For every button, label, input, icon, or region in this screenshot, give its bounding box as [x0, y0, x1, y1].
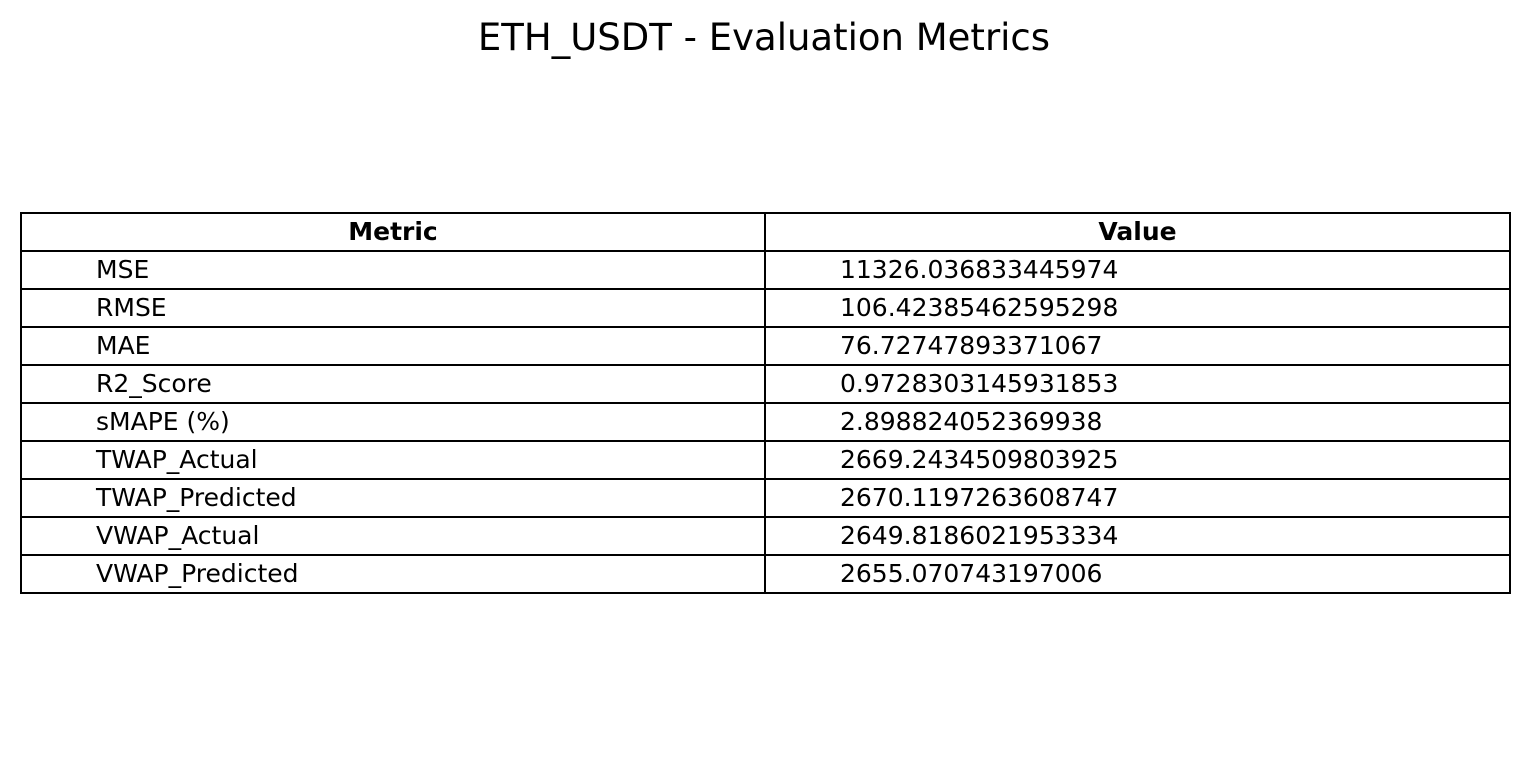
metric-name-cell: R2_Score [20, 364, 766, 404]
metric-value-cell: 76.72747893371067 [764, 326, 1511, 366]
metric-value-cell: 2655.070743197006 [764, 554, 1511, 594]
table-header-row: Metric Value [20, 212, 1511, 252]
metric-value-cell: 2.898824052369938 [764, 402, 1511, 442]
table-row: MSE 11326.036833445974 [20, 250, 1511, 290]
table-row: R2_Score 0.9728303145931853 [20, 364, 1511, 404]
metric-name-cell: MAE [20, 326, 766, 366]
metric-name-cell: TWAP_Predicted [20, 478, 766, 518]
table-row: VWAP_Actual 2649.8186021953334 [20, 516, 1511, 556]
table-row: RMSE 106.42385462595298 [20, 288, 1511, 328]
metric-value-cell: 2670.1197263608747 [764, 478, 1511, 518]
metric-value-cell: 2669.2434509803925 [764, 440, 1511, 480]
metric-name-cell: TWAP_Actual [20, 440, 766, 480]
table-row: VWAP_Predicted 2655.070743197006 [20, 554, 1511, 594]
metrics-table: Metric Value MSE 11326.036833445974 RMSE… [20, 212, 1511, 594]
metric-name-cell: MSE [20, 250, 766, 290]
table-row: sMAPE (%) 2.898824052369938 [20, 402, 1511, 442]
metric-name-cell: sMAPE (%) [20, 402, 766, 442]
metric-name-cell: VWAP_Actual [20, 516, 766, 556]
metric-name-cell: RMSE [20, 288, 766, 328]
table-row: MAE 76.72747893371067 [20, 326, 1511, 366]
table-row: TWAP_Actual 2669.2434509803925 [20, 440, 1511, 480]
metric-name-cell: VWAP_Predicted [20, 554, 766, 594]
table-row: TWAP_Predicted 2670.1197263608747 [20, 478, 1511, 518]
metric-value-cell: 106.42385462595298 [764, 288, 1511, 328]
column-header-metric: Metric [20, 212, 766, 252]
metric-value-cell: 11326.036833445974 [764, 250, 1511, 290]
metric-value-cell: 0.9728303145931853 [764, 364, 1511, 404]
chart-title: ETH_USDT - Evaluation Metrics [477, 16, 1051, 59]
column-header-value: Value [764, 212, 1511, 252]
metric-value-cell: 2649.8186021953334 [764, 516, 1511, 556]
